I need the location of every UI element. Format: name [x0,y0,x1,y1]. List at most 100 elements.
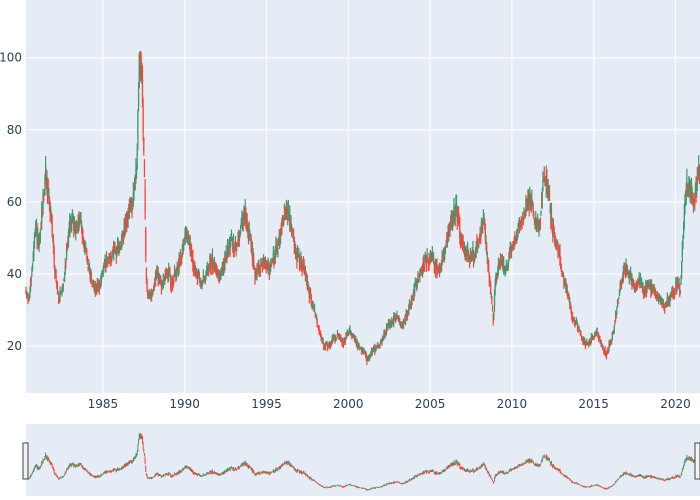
candle-body [325,343,327,345]
candle-body [477,240,479,248]
candle-body [241,221,244,230]
candle-body [253,259,255,265]
candle-body [102,268,104,274]
candle-body [91,282,93,287]
candle-body [580,337,583,339]
candle-body [137,111,139,139]
candle-body [639,281,641,285]
candle-body [332,337,334,340]
candle-body [520,216,522,222]
candle-body [297,255,299,257]
candle-body [315,315,317,317]
candle-body [70,219,72,228]
candle-body [45,172,47,185]
candle-body [675,281,677,285]
candle-body [630,274,632,283]
candle-body [519,223,521,227]
candle-body [136,149,138,157]
candle-body [295,246,297,259]
candle-body [687,183,689,189]
candle-body [217,272,219,275]
candle-body [254,271,256,280]
candle-body [544,181,547,183]
y-tick-label: 80 [7,123,22,137]
candle-body [122,234,125,238]
candle-body [544,180,546,182]
candle-body [432,254,434,261]
rangeslider-background[interactable] [26,424,700,496]
candle-body [633,289,636,291]
candle-body [171,281,174,286]
candle-body [548,188,550,189]
candle-body [251,242,253,250]
candle-body [204,277,206,283]
candle-body [639,279,642,283]
candle-body [105,262,107,267]
rangeslider-right-handle[interactable] [694,442,700,480]
candle-body [576,322,578,324]
candle-body [468,255,470,257]
candle-body [251,249,254,260]
x-axis-ticks: 1985 1990 1995 2000 2005 2010 2015 2020 [88,397,691,411]
candle-body [67,240,69,244]
candle-body [478,239,481,241]
candle-body [465,249,467,254]
candle-body [525,201,528,211]
candle-body [185,233,187,236]
candle-body [496,274,498,276]
candle-body [33,237,36,243]
candle-body [488,272,490,281]
candle-body [673,291,675,296]
candle-body [379,344,381,346]
candle-body [486,245,488,253]
candle-body [590,336,592,343]
candle-body [140,66,142,73]
candle-body [247,227,250,236]
candle-body [92,285,94,288]
candle-body [228,245,230,248]
candle-body [603,350,606,352]
candle-body [359,346,361,348]
candle-body [341,338,343,343]
candle-body [160,281,162,285]
candle-body [591,336,593,338]
candle-body [309,290,311,296]
candle-body [273,257,275,264]
candle-body [240,228,242,230]
x-tick-label: 1995 [251,397,282,411]
candle-body [622,266,625,279]
candle-body [179,255,182,259]
candle-body [198,276,201,279]
candle-body [518,223,520,226]
candle-body [315,317,318,319]
candle-body [493,293,496,307]
candle-body [153,285,155,288]
candle-body [209,260,212,268]
candle-body [463,244,465,253]
candle-body [71,218,73,223]
candle-body [164,269,166,276]
candle-body [81,226,83,236]
candle-body [686,177,688,190]
candle-body [170,278,172,285]
candle-body [237,239,239,244]
candle-body [421,267,424,271]
candle-body [107,261,109,262]
rangeslider-left-handle[interactable] [22,442,29,480]
candle-body [346,335,348,337]
candle-body [363,348,365,351]
candle-body [279,236,281,240]
candle-body [194,267,197,274]
candle-body [41,208,43,214]
candle-body [556,242,558,248]
candle-body [582,339,584,342]
candle-body [260,263,262,267]
candle-body [572,318,574,321]
candle-body [118,249,121,251]
candle-body [356,340,358,346]
candle-body [514,237,516,242]
candle-body [274,257,276,259]
candle-body [146,282,148,293]
candle-body [86,258,89,265]
candle-body [455,203,458,210]
